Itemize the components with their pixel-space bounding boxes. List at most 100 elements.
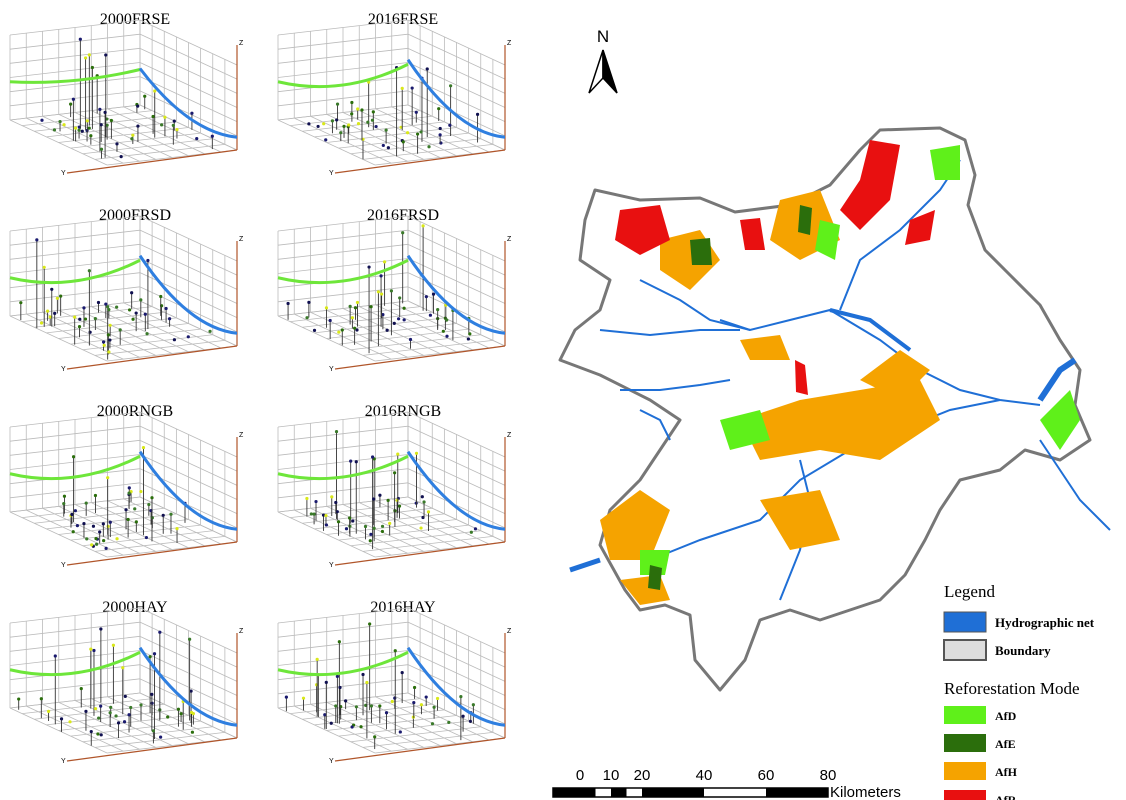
legend-title: Legend (944, 582, 995, 601)
point (468, 332, 471, 335)
point (316, 658, 319, 661)
point (115, 537, 118, 540)
point (391, 700, 394, 703)
point (398, 296, 401, 299)
point (72, 530, 75, 533)
scatter-panel: 2000HAYZY (10, 599, 244, 765)
point (95, 543, 98, 546)
point (419, 526, 422, 529)
point (366, 121, 369, 124)
grid-line (124, 303, 221, 348)
point (369, 305, 372, 308)
point (121, 666, 124, 669)
point (439, 133, 442, 136)
point (351, 519, 354, 522)
scatter-panel: 2016FRSDZY (278, 207, 512, 373)
axis-label: Y (329, 758, 334, 765)
point (74, 127, 77, 130)
point (91, 66, 94, 69)
point (142, 446, 145, 449)
point (159, 735, 162, 738)
point (81, 130, 84, 133)
point (356, 301, 359, 304)
point (406, 131, 409, 134)
point (387, 146, 390, 149)
point (470, 531, 473, 534)
grid-line (327, 128, 457, 143)
point (325, 681, 328, 684)
point (335, 430, 338, 433)
point (413, 686, 416, 689)
point (355, 705, 358, 708)
point (381, 530, 384, 533)
point (40, 697, 43, 700)
point (82, 306, 85, 309)
point (124, 695, 127, 698)
point (445, 318, 448, 321)
grid-line (95, 144, 225, 159)
point (58, 120, 61, 123)
point (179, 712, 182, 715)
point (427, 145, 430, 148)
point (305, 316, 308, 319)
point (190, 711, 193, 714)
point (175, 128, 178, 131)
legend-label: Boundary (995, 643, 1051, 658)
point (98, 530, 101, 533)
grid-line (335, 346, 505, 369)
point (467, 337, 470, 340)
point (313, 329, 316, 332)
point (90, 543, 93, 546)
point (378, 704, 381, 707)
grid-line (91, 503, 188, 548)
grid-line (363, 732, 493, 747)
point (348, 516, 351, 519)
point (449, 84, 452, 87)
point (43, 266, 46, 269)
point (94, 707, 97, 710)
point (128, 492, 131, 495)
grid-line (83, 139, 213, 154)
point (401, 231, 404, 234)
point (459, 695, 462, 698)
point (152, 729, 155, 732)
point (436, 697, 439, 700)
scatter-panel: 2000FRSDZY (10, 207, 244, 373)
point (370, 704, 373, 707)
point (172, 124, 175, 127)
legend-label: AfD (995, 709, 1017, 723)
point (99, 705, 102, 708)
point (106, 476, 109, 479)
point (336, 102, 339, 105)
point (123, 720, 126, 723)
point (120, 155, 123, 158)
point (115, 306, 118, 309)
point (144, 313, 147, 316)
axis-label: Y (61, 170, 66, 177)
point (474, 527, 477, 530)
point (74, 509, 77, 512)
north-label: N (597, 27, 609, 46)
point (416, 132, 419, 135)
point (394, 649, 397, 652)
point (147, 503, 150, 506)
point (173, 338, 176, 341)
point (195, 137, 198, 140)
point (127, 713, 130, 716)
point (378, 494, 381, 497)
point (108, 338, 111, 341)
point (344, 699, 347, 702)
point (347, 123, 350, 126)
point (422, 224, 425, 227)
point (166, 715, 169, 718)
point (351, 725, 354, 728)
point (162, 514, 165, 517)
point (350, 112, 353, 115)
point (324, 138, 327, 141)
point (354, 306, 357, 309)
point (59, 295, 62, 298)
point (128, 486, 131, 489)
point (349, 305, 352, 308)
point (94, 494, 97, 497)
point (393, 471, 396, 474)
